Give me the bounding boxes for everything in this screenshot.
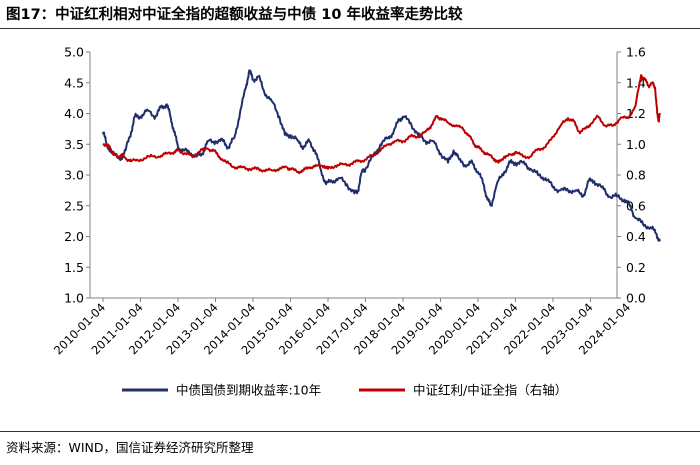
right-tick-label: 1.0 (626, 137, 646, 152)
series-layer (102, 69, 661, 242)
source-note: 资料来源：WIND，国信证券经济研究所整理 (6, 440, 254, 455)
right-tick-label: 0.4 (626, 229, 646, 244)
left-tick-label: 3.5 (64, 137, 84, 152)
left-y-axis: 1.0 1.5 2.0 2.5 3.0 3.5 4.0 4.5 5.0 (64, 45, 91, 306)
left-tick-label: 4.5 (64, 75, 84, 90)
legend-label: 中证红利/中证全指（右轴） (413, 383, 567, 398)
left-tick-label: 1.0 (64, 291, 84, 306)
chart-area: 1.01.52.02.53.03.54.04.55.0 0.00.20.40.6… (51, 45, 661, 398)
left-tick-label: 2.5 (64, 198, 84, 213)
right-tick-label: 1.2 (626, 106, 646, 121)
right-y-axis: 0.00.20.40.60.81.01.21.41.6 (616, 45, 646, 306)
x-axis: 2010-01-042011-01-042012-01-042013-01-04… (51, 297, 633, 357)
title-rule (0, 28, 700, 29)
series-line-dividend-relative (102, 74, 661, 175)
left-tick-label: 2.0 (64, 229, 84, 244)
right-tick-label: 0.0 (626, 291, 646, 306)
right-tick-label: 1.6 (626, 45, 646, 60)
series-line-cgb-10y-yield (102, 69, 661, 242)
right-tick-label: 0.8 (626, 168, 646, 183)
left-tick-label: 4.0 (64, 106, 84, 121)
right-tick-label: 0.2 (626, 260, 646, 275)
left-tick-label: 1.5 (64, 260, 84, 275)
left-tick-label: 3.0 (64, 168, 84, 183)
legend: 中债国债到期收益率:10年 中证红利/中证全指（右轴） (122, 383, 567, 398)
left-tick-label: 5.0 (64, 45, 84, 60)
legend-label: 中债国债到期收益率:10年 (176, 383, 321, 398)
source-rule (0, 431, 700, 432)
figure-title: 图17：中证红利相对中证全指的超额收益与中债 10 年收益率走势比较 (6, 7, 463, 23)
